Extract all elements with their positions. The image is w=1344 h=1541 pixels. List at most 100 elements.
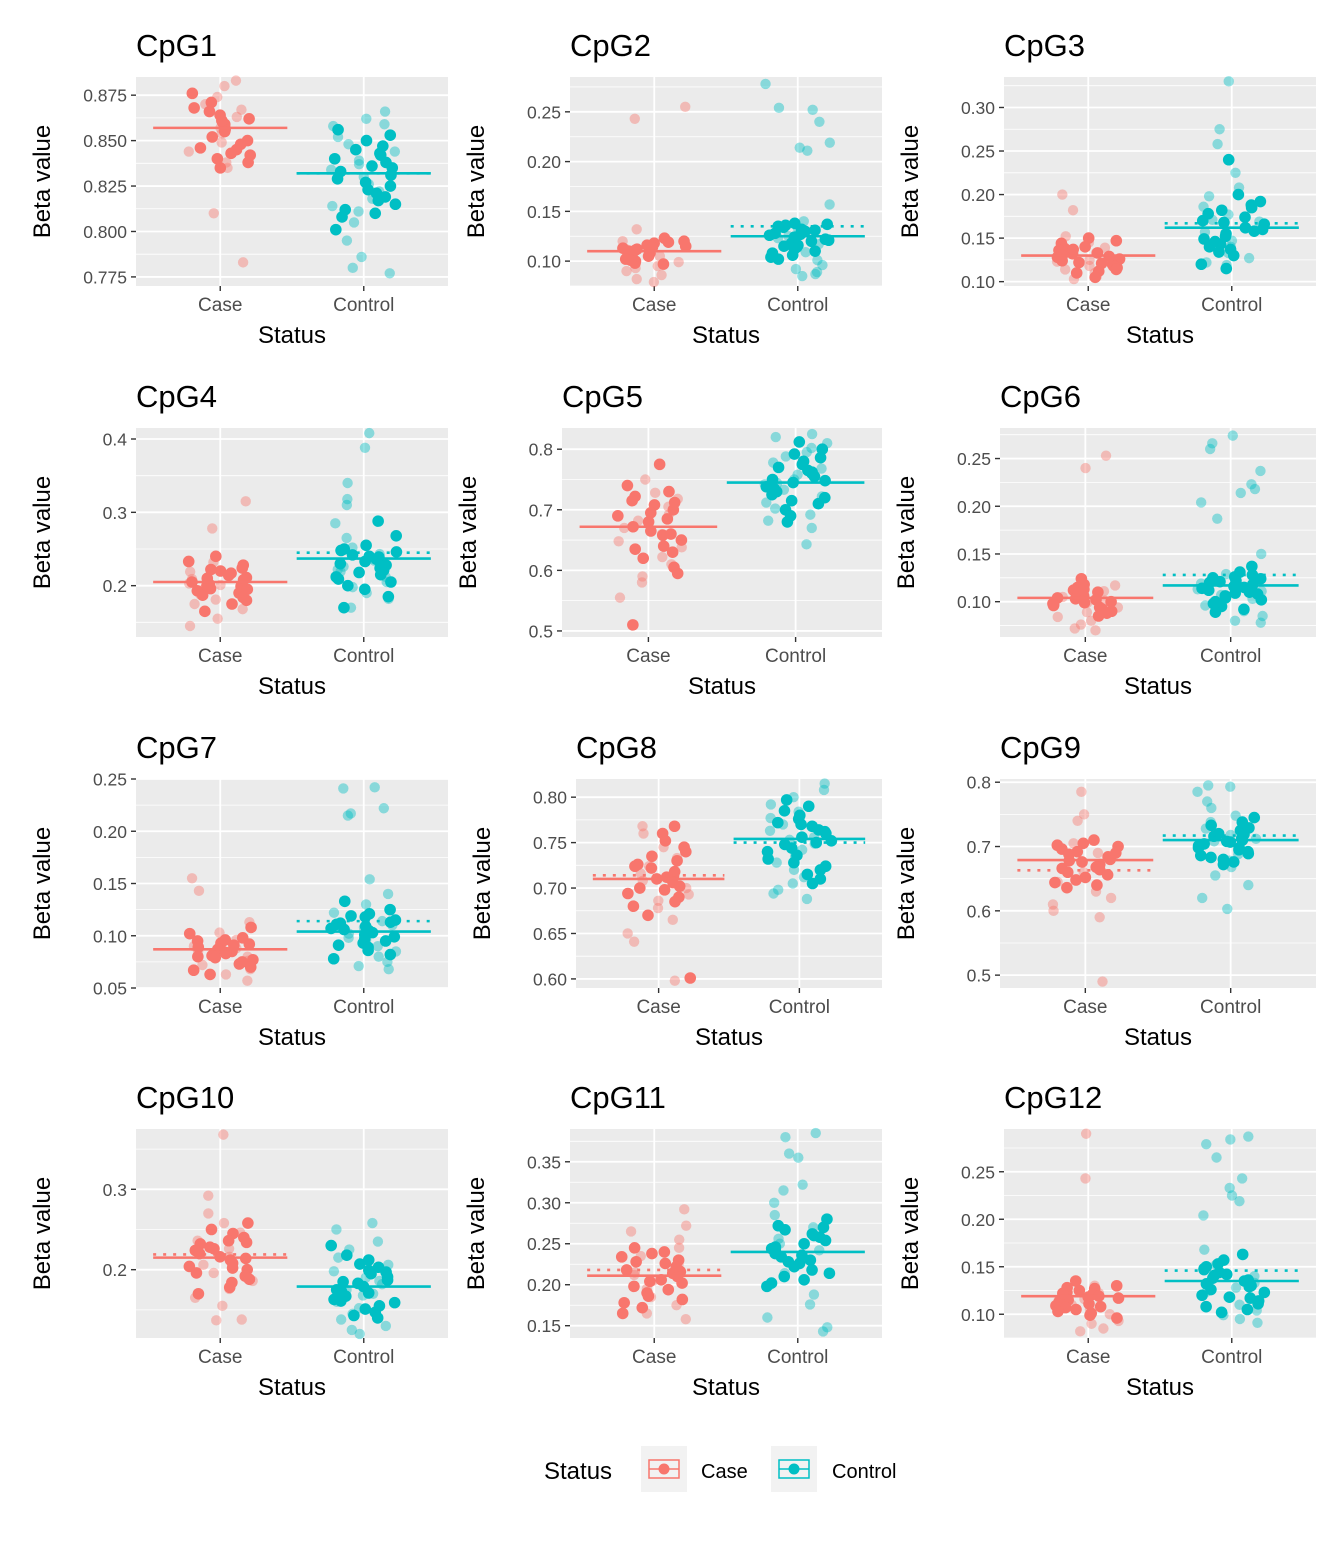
data-point	[233, 958, 246, 970]
data-point-faded	[216, 137, 227, 148]
x-tick-label: Control	[765, 646, 826, 667]
y-tick-label: 0.20	[961, 185, 995, 205]
data-point	[795, 818, 807, 831]
data-point	[1101, 869, 1114, 881]
data-point	[772, 816, 784, 829]
data-point	[1256, 223, 1269, 236]
x-tick-label: Case	[198, 1347, 242, 1368]
data-point-faded	[622, 928, 633, 939]
data-point	[1109, 847, 1122, 859]
data-point-faded	[1090, 625, 1101, 636]
x-axis-label: Status	[1124, 1024, 1192, 1051]
data-point-faded	[816, 463, 827, 474]
data-point	[1212, 1258, 1224, 1270]
data-point	[628, 1242, 641, 1254]
x-tick-label: Control	[769, 997, 830, 1018]
y-tick-label: 0.5	[529, 621, 553, 641]
data-point	[1195, 258, 1208, 271]
data-point	[793, 436, 806, 448]
data-point-faded	[1197, 892, 1208, 904]
data-point	[389, 198, 402, 211]
data-point-faded	[802, 145, 813, 156]
data-point	[669, 895, 681, 908]
data-point	[385, 576, 397, 588]
data-point-faded	[237, 257, 249, 268]
data-point	[676, 1293, 689, 1306]
panel-title: CpG10	[136, 1080, 234, 1115]
data-point-faded	[680, 101, 691, 113]
data-point-faded	[193, 885, 205, 897]
y-tick-label: 0.15	[527, 202, 561, 222]
x-axis-label: Status	[258, 1024, 326, 1051]
panel-title: CpG3	[1004, 28, 1085, 63]
panel-title: CpG6	[1000, 379, 1081, 414]
data-point-faded	[1067, 205, 1079, 216]
legend-label-case: Case	[701, 1461, 748, 1483]
data-point-faded	[242, 975, 253, 986]
data-point-faded	[212, 613, 223, 624]
data-point	[1220, 1268, 1233, 1281]
data-point	[676, 1277, 688, 1289]
data-point	[1095, 257, 1108, 270]
data-point	[1241, 1303, 1254, 1316]
data-point-faded	[653, 895, 664, 906]
y-axis-label: Beta value	[893, 476, 920, 589]
data-point	[680, 845, 692, 858]
data-point-faded	[814, 116, 825, 127]
data-point	[1111, 1312, 1123, 1324]
data-point	[794, 228, 807, 241]
data-point	[348, 1309, 360, 1322]
y-tick-label: 0.20	[527, 152, 561, 172]
data-point-faded	[364, 427, 375, 439]
data-point-faded	[1255, 617, 1266, 628]
data-point-faded	[629, 113, 640, 125]
y-tick-label: 0.10	[957, 592, 991, 612]
data-point-faded	[341, 235, 353, 246]
data-point-faded	[327, 200, 338, 212]
data-point	[668, 820, 681, 833]
data-point-faded	[806, 442, 817, 454]
data-point	[199, 605, 211, 618]
data-point	[671, 567, 684, 580]
data-point-faded	[1075, 619, 1087, 630]
data-point-faded	[367, 1217, 378, 1229]
data-point-faded	[778, 1185, 789, 1196]
y-tick-label: 0.70	[533, 879, 567, 899]
data-point	[622, 887, 634, 900]
data-point-faded	[364, 874, 375, 885]
data-point	[335, 544, 347, 557]
data-point-faded	[667, 914, 678, 926]
data-point	[642, 1290, 655, 1302]
data-point-faded	[353, 159, 365, 170]
data-point	[362, 1287, 375, 1299]
data-point	[384, 948, 397, 961]
data-point-faded	[353, 155, 365, 166]
data-point	[1088, 834, 1100, 846]
data-point	[194, 142, 207, 154]
data-point-faded	[628, 936, 640, 947]
x-tick-label: Case	[1066, 1347, 1110, 1368]
data-point-faded	[811, 266, 823, 278]
data-point-faded	[1198, 1210, 1209, 1221]
y-tick-label: 0.15	[527, 1316, 561, 1336]
data-point-faded	[652, 902, 664, 914]
data-point-faded	[1225, 1134, 1236, 1145]
y-tick-label: 0.6	[967, 901, 991, 921]
data-point-faded	[341, 532, 352, 544]
data-point-faded	[637, 821, 648, 832]
data-point	[1255, 593, 1268, 606]
data-point-faded	[679, 1204, 690, 1215]
data-point	[210, 550, 222, 563]
data-point	[658, 884, 671, 896]
data-point-faded	[347, 262, 358, 274]
data-point	[796, 831, 808, 843]
data-point	[781, 516, 794, 528]
data-point-faded	[369, 782, 380, 793]
data-point	[645, 862, 658, 874]
panel-cpg10: 0.2 0.3 Case Control CpG10 Status Beta value	[29, 1080, 448, 1401]
data-point	[1236, 1248, 1249, 1261]
panel-cpg5: 0.5 0.6 0.7 0.8 Case Control CpG5 Status Beta va…	[455, 379, 882, 700]
data-point	[1049, 876, 1061, 889]
data-point	[354, 1258, 366, 1270]
y-tick-label: 0.3	[103, 1180, 127, 1200]
